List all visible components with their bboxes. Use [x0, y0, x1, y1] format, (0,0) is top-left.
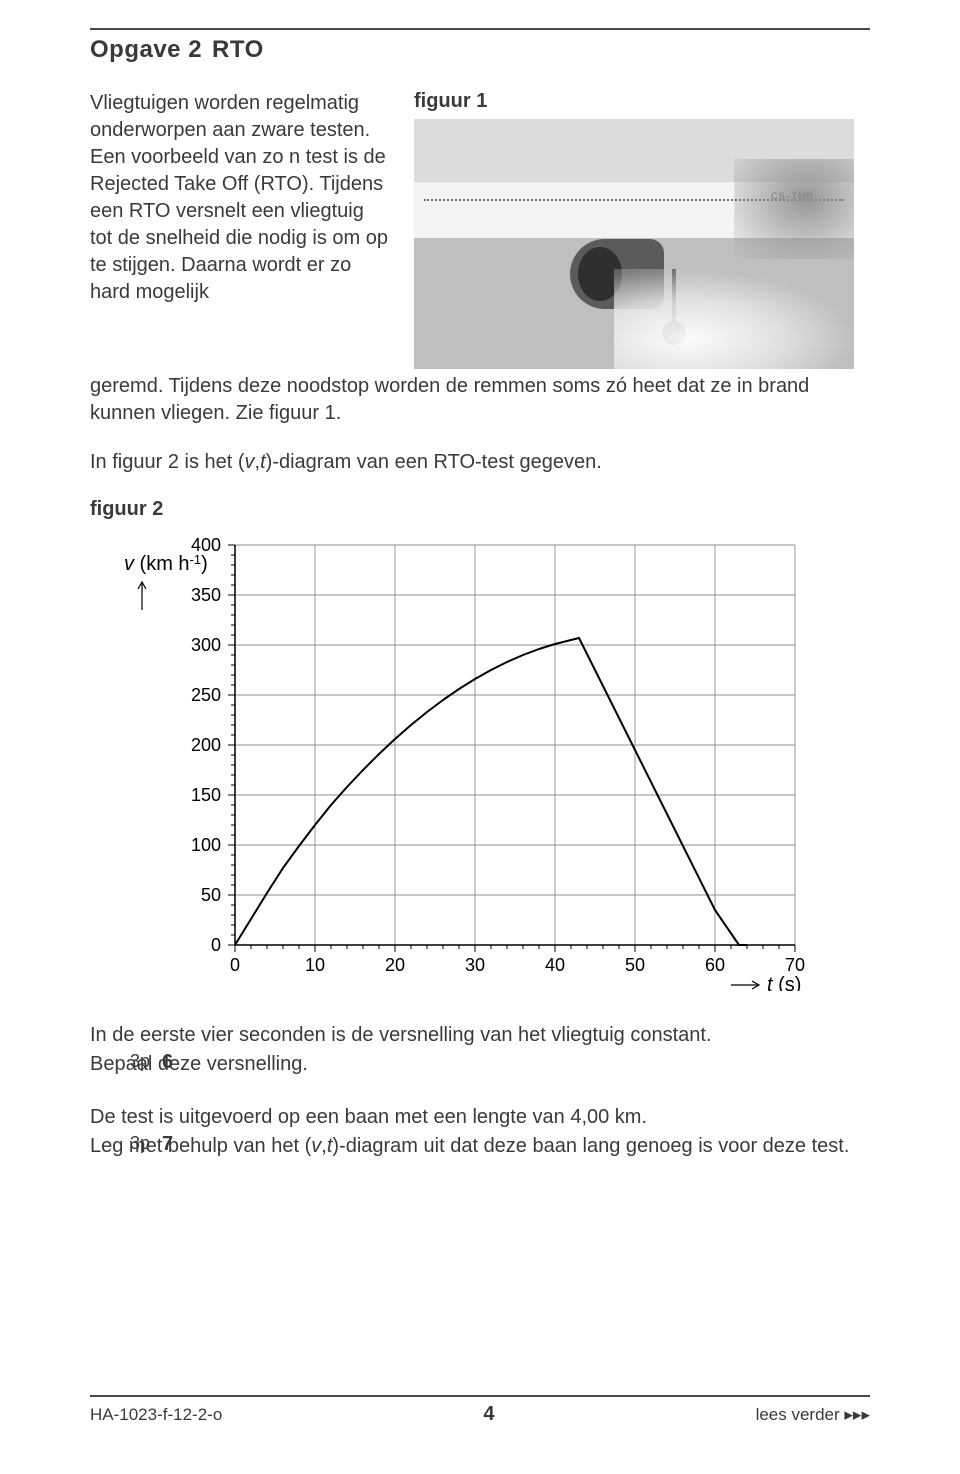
exercise-title: Opgave 2 RTO [90, 28, 870, 64]
svg-text:100: 100 [191, 835, 221, 855]
svg-text:0: 0 [211, 935, 221, 955]
footer-continue: lees verder ▸▸▸ [756, 1405, 870, 1425]
intro-continued: geremd. Tijdens deze noodstop worden de … [90, 373, 870, 427]
svg-text:70: 70 [785, 955, 805, 975]
svg-text:t (s): t (s) [767, 974, 801, 991]
svg-text:v (km h-1): v (km h-1) [124, 552, 208, 575]
svg-text:200: 200 [191, 735, 221, 755]
svg-text:20: 20 [385, 955, 405, 975]
figure2-label: figuur 2 [90, 498, 870, 521]
svg-text:350: 350 [191, 585, 221, 605]
q6-text: Bepaal deze versnelling. [90, 1051, 870, 1078]
q7-intro: De test is uitgevoerd op een baan met ee… [90, 1104, 870, 1131]
q7-points: 3p [130, 1133, 150, 1154]
title-name: RTO [212, 36, 264, 64]
q6-points: 3p [130, 1051, 150, 1072]
footer-page: 4 [483, 1403, 494, 1426]
svg-text:60: 60 [705, 955, 725, 975]
vt-chart: 010203040506070050100150200250300350400v… [120, 527, 805, 991]
svg-text:30: 30 [465, 955, 485, 975]
q7-text: Leg met behulp van het (v,t)-diagram uit… [90, 1133, 870, 1160]
q6-number: 6 [162, 1051, 173, 1074]
figure1-label: figuur 1 [414, 90, 854, 113]
svg-text:40: 40 [545, 955, 565, 975]
q7-number: 7 [162, 1133, 173, 1156]
footer-code: HA-1023-f-12-2-o [90, 1405, 222, 1425]
title-label: Opgave 2 [90, 36, 202, 64]
svg-text:300: 300 [191, 635, 221, 655]
paragraph-fig2-intro: In figuur 2 is het (v,t)-diagram van een… [90, 449, 870, 476]
figure1-photo: CS–TMR [414, 119, 854, 369]
page-footer: HA-1023-f-12-2-o 4 lees verder ▸▸▸ [90, 1395, 870, 1426]
svg-text:150: 150 [191, 785, 221, 805]
svg-text:10: 10 [305, 955, 325, 975]
svg-text:50: 50 [625, 955, 645, 975]
svg-text:50: 50 [201, 885, 221, 905]
svg-text:0: 0 [230, 955, 240, 975]
intro-text: Vliegtuigen worden regelmatig onderworpe… [90, 90, 390, 306]
svg-text:250: 250 [191, 685, 221, 705]
q6-intro: In de eerste vier seconden is de versnel… [90, 1022, 870, 1049]
